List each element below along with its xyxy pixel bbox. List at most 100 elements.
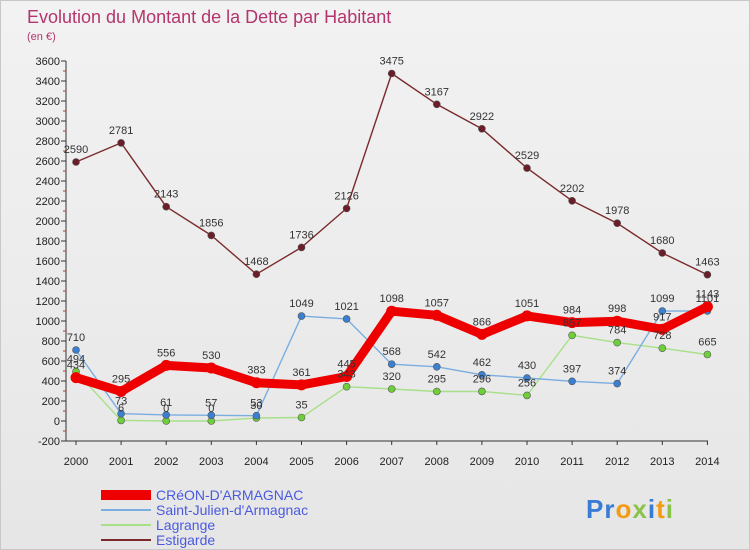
data-point [658, 344, 667, 353]
data-label: 1049 [289, 298, 313, 310]
data-point [703, 270, 712, 279]
x-tick-label: 2005 [289, 456, 313, 468]
x-tick-label: 2002 [154, 456, 178, 468]
legend-label: CRéON-D'ARMAGNAC [156, 487, 303, 503]
x-tick-label: 2001 [109, 456, 133, 468]
data-label: 2922 [470, 111, 494, 123]
x-tick-label: 2009 [470, 456, 494, 468]
data-label: 665 [698, 337, 716, 349]
data-label: 320 [383, 371, 401, 383]
data-label: 73 [115, 396, 127, 408]
data-point [117, 139, 125, 147]
data-point [72, 346, 80, 354]
y-tick-label: 600 [42, 356, 60, 368]
data-point [70, 372, 82, 384]
y-tick-label: 800 [42, 336, 60, 348]
x-tick-label: 2000 [64, 456, 88, 468]
x-tick-label: 2012 [605, 456, 629, 468]
data-point [162, 202, 170, 211]
data-label: 784 [608, 325, 626, 337]
data-point [296, 379, 307, 391]
data-point [568, 331, 576, 340]
y-tick-label: 2800 [36, 136, 60, 148]
y-tick-label: -200 [38, 436, 60, 448]
data-label: 2126 [334, 190, 358, 202]
data-point [387, 360, 396, 369]
data-point [476, 328, 488, 340]
data-point [658, 307, 667, 315]
data-label: 494 [67, 354, 85, 366]
data-label: 1057 [425, 297, 449, 309]
data-point [386, 305, 398, 317]
data-point [297, 243, 306, 252]
data-label: 1021 [334, 301, 358, 313]
data-point [568, 377, 576, 386]
y-tick-label: 3200 [36, 96, 60, 108]
y-tick-label: 3000 [36, 116, 60, 128]
data-point [521, 310, 533, 322]
data-point [613, 379, 622, 388]
y-tick-label: 2600 [36, 156, 60, 168]
chart-title: Evolution du Montant de la Dette par Hab… [27, 7, 391, 27]
data-label: 1101 [696, 293, 720, 305]
y-tick-label: 2400 [36, 176, 60, 188]
y-tick-label: 3600 [36, 56, 60, 68]
data-label: 1680 [650, 235, 674, 247]
data-point [207, 411, 216, 420]
data-label: 2590 [64, 144, 88, 156]
x-tick-label: 2014 [695, 456, 719, 468]
data-point [117, 416, 125, 425]
data-label: 866 [473, 316, 491, 328]
data-label: 343 [337, 369, 355, 381]
data-point [478, 370, 486, 379]
data-label: 383 [247, 365, 265, 377]
data-label: 3167 [425, 86, 449, 98]
data-label: 434 [67, 360, 85, 372]
data-label: 710 [67, 332, 85, 344]
data-point [701, 301, 713, 313]
data-labels: 2590 2781 2143 1856 1468 1736 2126 3475 3167 2922… [64, 56, 720, 416]
data-point [566, 317, 578, 329]
data-label: 35 [295, 400, 307, 412]
data-point [658, 249, 667, 257]
data-label: 430 [518, 360, 536, 372]
data-point [207, 231, 216, 240]
y-tick-label: 0 [54, 416, 60, 428]
data-label: 6 [118, 402, 124, 414]
series-line [75, 72, 709, 276]
data-point [523, 164, 531, 172]
data-label: 3475 [379, 56, 403, 68]
data-point [478, 387, 486, 396]
chart-unit: (en €) [27, 31, 56, 43]
data-label: 374 [608, 366, 626, 378]
y-tick-label: 2200 [36, 196, 60, 208]
data-point [297, 413, 306, 422]
data-label: 53 [250, 398, 262, 410]
data-label: 397 [563, 363, 581, 375]
y-tick-label: 3400 [36, 76, 60, 88]
data-point [432, 387, 441, 396]
data-point [160, 359, 172, 371]
data-label: 542 [428, 349, 446, 361]
series-layer [70, 69, 713, 425]
data-label: 1736 [289, 229, 313, 241]
y-tick-label: 1400 [36, 276, 60, 288]
data-point [342, 382, 351, 391]
data-label: 256 [518, 377, 536, 389]
data-label: 2143 [154, 189, 178, 201]
data-point [431, 309, 443, 321]
x-tick-label: 2011 [560, 456, 584, 468]
data-label: 2529 [515, 150, 539, 162]
data-point [342, 315, 351, 323]
data-label: 30 [250, 400, 262, 412]
data-label: 568 [383, 346, 401, 358]
data-label: 1098 [379, 293, 403, 305]
data-label: 1468 [244, 256, 268, 268]
x-tick-label: 2010 [515, 456, 539, 468]
data-point [252, 411, 261, 420]
data-label: 917 [653, 311, 671, 323]
x-tick-label: 2013 [650, 456, 674, 468]
data-point [703, 350, 712, 359]
